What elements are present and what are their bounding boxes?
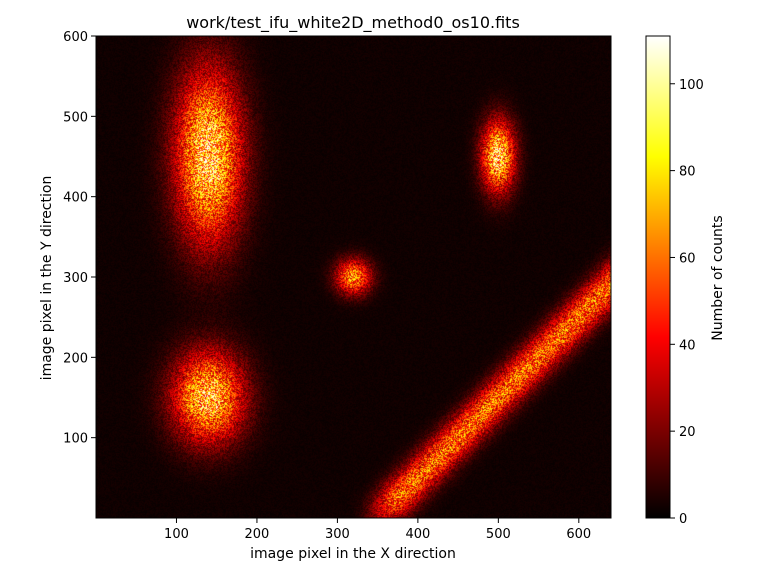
colorbar-ticks: 0 20 40 60 80 100 — [670, 78, 704, 527]
colorbar-gradient — [645, 35, 671, 519]
heatmap-image — [96, 36, 611, 518]
x-tick-label: 500 — [486, 527, 511, 542]
y-tick-label: 400 — [63, 191, 88, 206]
colorbar-label: Number of counts — [710, 215, 726, 340]
colorbar-tick-label: 20 — [679, 425, 696, 440]
y-tick-label: 100 — [63, 432, 88, 447]
y-tick-label: 200 — [63, 351, 88, 366]
x-tick-label: 300 — [325, 527, 350, 542]
y-axis: 100 200 300 400 500 600 — [63, 30, 96, 447]
x-tick-label: 400 — [405, 527, 430, 542]
colorbar-tick-label: 100 — [679, 78, 704, 93]
x-axis-label: image pixel in the X direction — [250, 546, 456, 562]
plot-area — [95, 35, 612, 519]
y-tick-label: 300 — [63, 271, 88, 286]
chart-title: work/test_ifu_white2D_method0_os10.fits — [186, 13, 520, 33]
x-tick-label: 600 — [566, 527, 591, 542]
x-tick-label: 200 — [245, 527, 270, 542]
y-tick-label: 500 — [63, 110, 88, 125]
colorbar-tick-label: 60 — [679, 251, 696, 266]
colorbar-tick-label: 0 — [679, 512, 687, 527]
y-tick-label: 600 — [63, 30, 88, 45]
colorbar-tick-label: 40 — [679, 338, 696, 353]
x-tick-label: 100 — [164, 527, 189, 542]
colorbar: 0 20 40 60 80 100 Number of counts — [645, 35, 726, 527]
colorbar-tick-label: 80 — [679, 165, 696, 180]
y-axis-label: image pixel in the Y direction — [39, 176, 55, 381]
x-axis: 100 200 300 400 500 600 — [164, 518, 591, 542]
